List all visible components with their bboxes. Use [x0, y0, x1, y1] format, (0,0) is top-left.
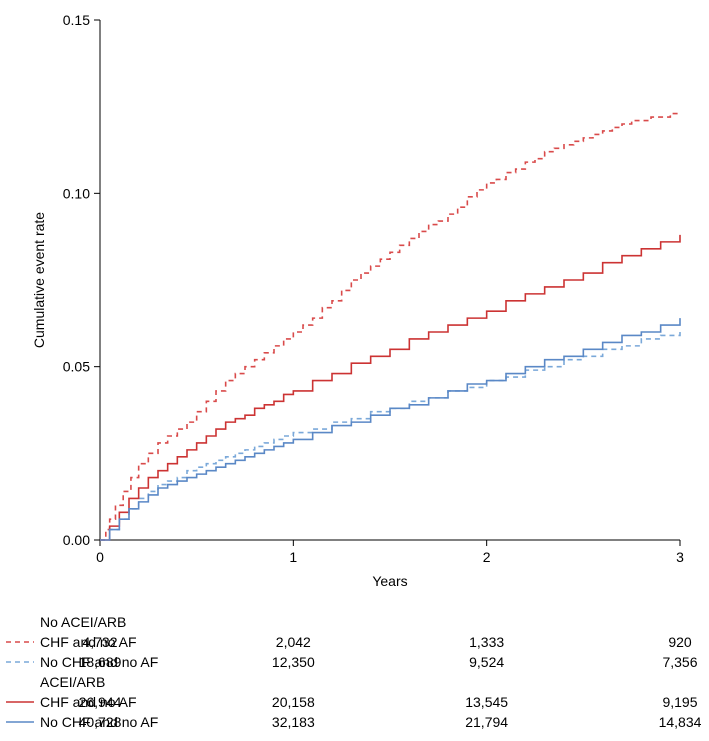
y-tick-label: 0.00 — [63, 532, 90, 548]
y-axis-label: Cumulative event rate — [31, 212, 47, 348]
legend-swatch — [0, 657, 40, 667]
risk-count: 21,794 — [437, 714, 537, 730]
x-tick-label: 1 — [289, 549, 297, 565]
risk-count: 1,333 — [437, 634, 537, 650]
risk-count: 4,732 — [50, 634, 150, 650]
legend-swatch — [0, 697, 40, 707]
risk-count: 18,689 — [50, 654, 150, 670]
risk-count: 7,356 — [630, 654, 709, 670]
risk-count: 14,834 — [630, 714, 709, 730]
x-tick-label: 0 — [96, 549, 104, 565]
risk-count: 32,183 — [243, 714, 343, 730]
risk-count: 2,042 — [243, 634, 343, 650]
numbers-at-risk-table: No ACEI/ARBCHF and no AF4,7322,0421,3339… — [0, 612, 709, 732]
risk-row: No CHF and no AF40,72832,18321,79414,834 — [0, 712, 709, 732]
cumulative-event-chart: 0.00 0.05 0.10 0.15 0 1 2 3 Years Cumulative even… — [0, 0, 709, 608]
risk-count: 920 — [630, 634, 709, 650]
y-tick-label: 0.15 — [63, 12, 90, 28]
x-tick-label: 2 — [483, 549, 491, 565]
risk-group-header: ACEI/ARB — [0, 672, 709, 692]
risk-count: 26,944 — [50, 694, 150, 710]
legend-swatch — [0, 637, 40, 647]
risk-count: 20,158 — [243, 694, 343, 710]
risk-count: 13,545 — [437, 694, 537, 710]
series-acei_chf — [100, 235, 680, 540]
x-axis-label: Years — [372, 573, 407, 589]
risk-count: 40,728 — [50, 714, 150, 730]
risk-row: CHF and no AF4,7322,0421,333920 — [0, 632, 709, 652]
risk-group-header: No ACEI/ARB — [0, 612, 709, 632]
risk-count: 9,195 — [630, 694, 709, 710]
risk-row: No CHF and no AF18,68912,3509,5247,356 — [0, 652, 709, 672]
x-tick-label: 3 — [676, 549, 684, 565]
risk-row: CHF and no AF26,94420,15813,5459,195 — [0, 692, 709, 712]
series-noacei_nochf — [100, 332, 680, 540]
series-noacei_chf — [100, 114, 680, 540]
risk-count: 9,524 — [437, 654, 537, 670]
y-tick-label: 0.10 — [63, 185, 90, 201]
risk-count: 12,350 — [243, 654, 343, 670]
y-tick-label: 0.05 — [63, 359, 90, 375]
legend-swatch — [0, 717, 40, 727]
